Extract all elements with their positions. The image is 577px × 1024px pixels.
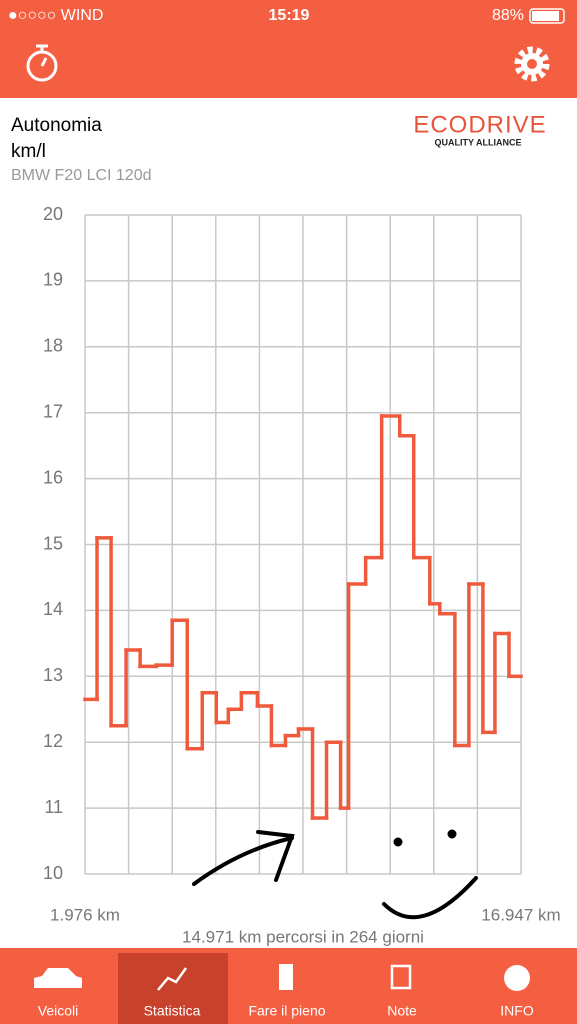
settings-button[interactable] bbox=[514, 46, 550, 82]
tab-icon bbox=[504, 965, 530, 991]
y-tick-label: 11 bbox=[44, 797, 63, 817]
tab-label: Note bbox=[387, 1003, 417, 1019]
tab-label: Veicoli bbox=[38, 1003, 78, 1019]
x-tick-label: 16.947 km bbox=[481, 905, 560, 924]
y-tick-label: 17 bbox=[43, 401, 63, 421]
y-tick-label: 14 bbox=[43, 599, 63, 619]
unit: km/l bbox=[11, 141, 46, 162]
logo: ECODRIVE bbox=[413, 111, 546, 138]
car-icon bbox=[34, 968, 82, 988]
note-icon bbox=[390, 964, 412, 990]
chart: 10 11 12 13 14 15 16 17 18 19 20 1.976 km 16.947 km 1… bbox=[43, 204, 561, 947]
pump-icon bbox=[279, 964, 293, 990]
tab[interactable]: INFO bbox=[500, 965, 534, 1019]
tab-icon bbox=[279, 964, 293, 990]
y-tick-label: 13 bbox=[43, 665, 63, 685]
tab[interactable]: Fare il pieno bbox=[248, 964, 326, 1019]
tab[interactable]: Statistica bbox=[144, 967, 201, 1019]
chart-footer: 14.971 km percorsi in 264 giorni bbox=[182, 927, 424, 946]
y-tick-label: 20 bbox=[43, 204, 63, 224]
tab-label: Fare il pieno bbox=[248, 1003, 325, 1019]
info-icon bbox=[504, 965, 530, 991]
stopwatch-button[interactable] bbox=[26, 44, 58, 82]
battery-icon bbox=[529, 8, 565, 24]
tab-icon bbox=[34, 968, 82, 988]
logo-subtitle: QUALITY ALLIANCE bbox=[435, 137, 522, 147]
tab-label: INFO bbox=[500, 1003, 534, 1019]
tab-icon bbox=[390, 964, 412, 990]
tab[interactable]: Veicoli bbox=[34, 968, 82, 1019]
title: Autonomia bbox=[11, 115, 102, 136]
top-bar bbox=[0, 0, 577, 98]
tab-label: Statistica bbox=[144, 1003, 201, 1019]
y-tick-label: 18 bbox=[43, 336, 63, 356]
selected-tab-bg bbox=[118, 953, 228, 1024]
hand-drawing bbox=[192, 829, 478, 920]
carrier: ●○○○○ WIND bbox=[8, 7, 103, 24]
battery-percent: 88% bbox=[492, 7, 524, 24]
stats-icon bbox=[157, 967, 188, 991]
battery-level bbox=[532, 11, 559, 21]
x-tick-label: 1.976 km bbox=[50, 905, 120, 924]
vehicle: BMW F20 LCI 120d bbox=[11, 167, 152, 184]
tab-icon bbox=[157, 967, 188, 991]
y-tick-label: 16 bbox=[43, 467, 63, 487]
y-tick-label: 15 bbox=[43, 533, 63, 553]
tab[interactable]: Note bbox=[387, 964, 417, 1019]
y-tick-label: 19 bbox=[43, 270, 63, 290]
y-tick-label: 12 bbox=[43, 731, 63, 751]
tabs: Veicoli Statistica Fare il pieno Note INFO bbox=[34, 964, 534, 1019]
y-tick-label: 10 bbox=[43, 863, 63, 883]
time: 15:19 bbox=[269, 7, 310, 24]
